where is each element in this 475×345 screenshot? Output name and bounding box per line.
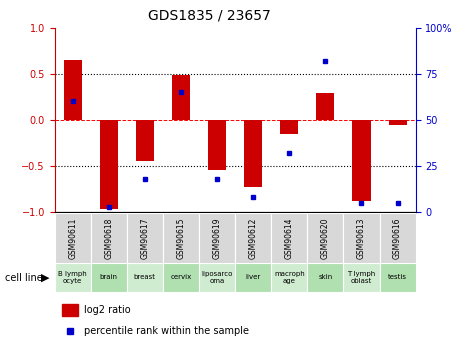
Text: liver: liver (246, 274, 261, 280)
Bar (62, 304, 78, 316)
FancyBboxPatch shape (235, 213, 271, 264)
FancyBboxPatch shape (91, 263, 127, 292)
Text: GSM90615: GSM90615 (177, 218, 185, 259)
FancyBboxPatch shape (163, 263, 199, 292)
FancyBboxPatch shape (343, 263, 380, 292)
Text: GSM90620: GSM90620 (321, 218, 330, 259)
FancyBboxPatch shape (271, 263, 307, 292)
FancyBboxPatch shape (127, 263, 163, 292)
FancyBboxPatch shape (271, 213, 307, 264)
Text: GSM90617: GSM90617 (141, 218, 149, 259)
FancyBboxPatch shape (55, 263, 91, 292)
Text: ▶: ▶ (41, 273, 50, 283)
Text: cervix: cervix (171, 274, 191, 280)
Bar (280, 120, 298, 134)
Text: breast: breast (134, 274, 156, 280)
Bar (172, 75, 190, 120)
Bar (316, 93, 334, 120)
Bar (64, 60, 82, 120)
Bar (389, 120, 407, 125)
Text: GSM90619: GSM90619 (213, 218, 221, 259)
FancyBboxPatch shape (235, 263, 271, 292)
Text: cell line: cell line (5, 273, 42, 283)
Bar (100, 120, 118, 209)
FancyBboxPatch shape (199, 263, 235, 292)
Text: GSM90616: GSM90616 (393, 218, 402, 259)
FancyBboxPatch shape (307, 263, 343, 292)
Text: testis: testis (388, 274, 407, 280)
FancyBboxPatch shape (91, 213, 127, 264)
Bar (352, 120, 370, 201)
Bar (136, 120, 154, 161)
Text: skin: skin (318, 274, 332, 280)
Text: T lymph
oblast: T lymph oblast (347, 271, 376, 284)
Bar (244, 120, 262, 187)
Text: log2 ratio: log2 ratio (84, 305, 130, 315)
Text: GSM90612: GSM90612 (249, 218, 257, 259)
Bar (208, 120, 226, 170)
Text: macroph
age: macroph age (274, 271, 304, 284)
Text: brain: brain (100, 274, 118, 280)
Text: percentile rank within the sample: percentile rank within the sample (84, 326, 248, 336)
Text: GDS1835 / 23657: GDS1835 / 23657 (148, 9, 270, 23)
FancyBboxPatch shape (380, 263, 416, 292)
Text: GSM90614: GSM90614 (285, 218, 294, 259)
FancyBboxPatch shape (199, 213, 235, 264)
Text: B lymph
ocyte: B lymph ocyte (58, 271, 87, 284)
FancyBboxPatch shape (343, 213, 380, 264)
FancyBboxPatch shape (380, 213, 416, 264)
FancyBboxPatch shape (55, 213, 91, 264)
Text: GSM90611: GSM90611 (68, 218, 77, 259)
Text: liposarco
oma: liposarco oma (201, 271, 233, 284)
FancyBboxPatch shape (163, 213, 199, 264)
FancyBboxPatch shape (127, 213, 163, 264)
Text: GSM90613: GSM90613 (357, 218, 366, 259)
FancyBboxPatch shape (307, 213, 343, 264)
Text: GSM90618: GSM90618 (104, 218, 113, 259)
